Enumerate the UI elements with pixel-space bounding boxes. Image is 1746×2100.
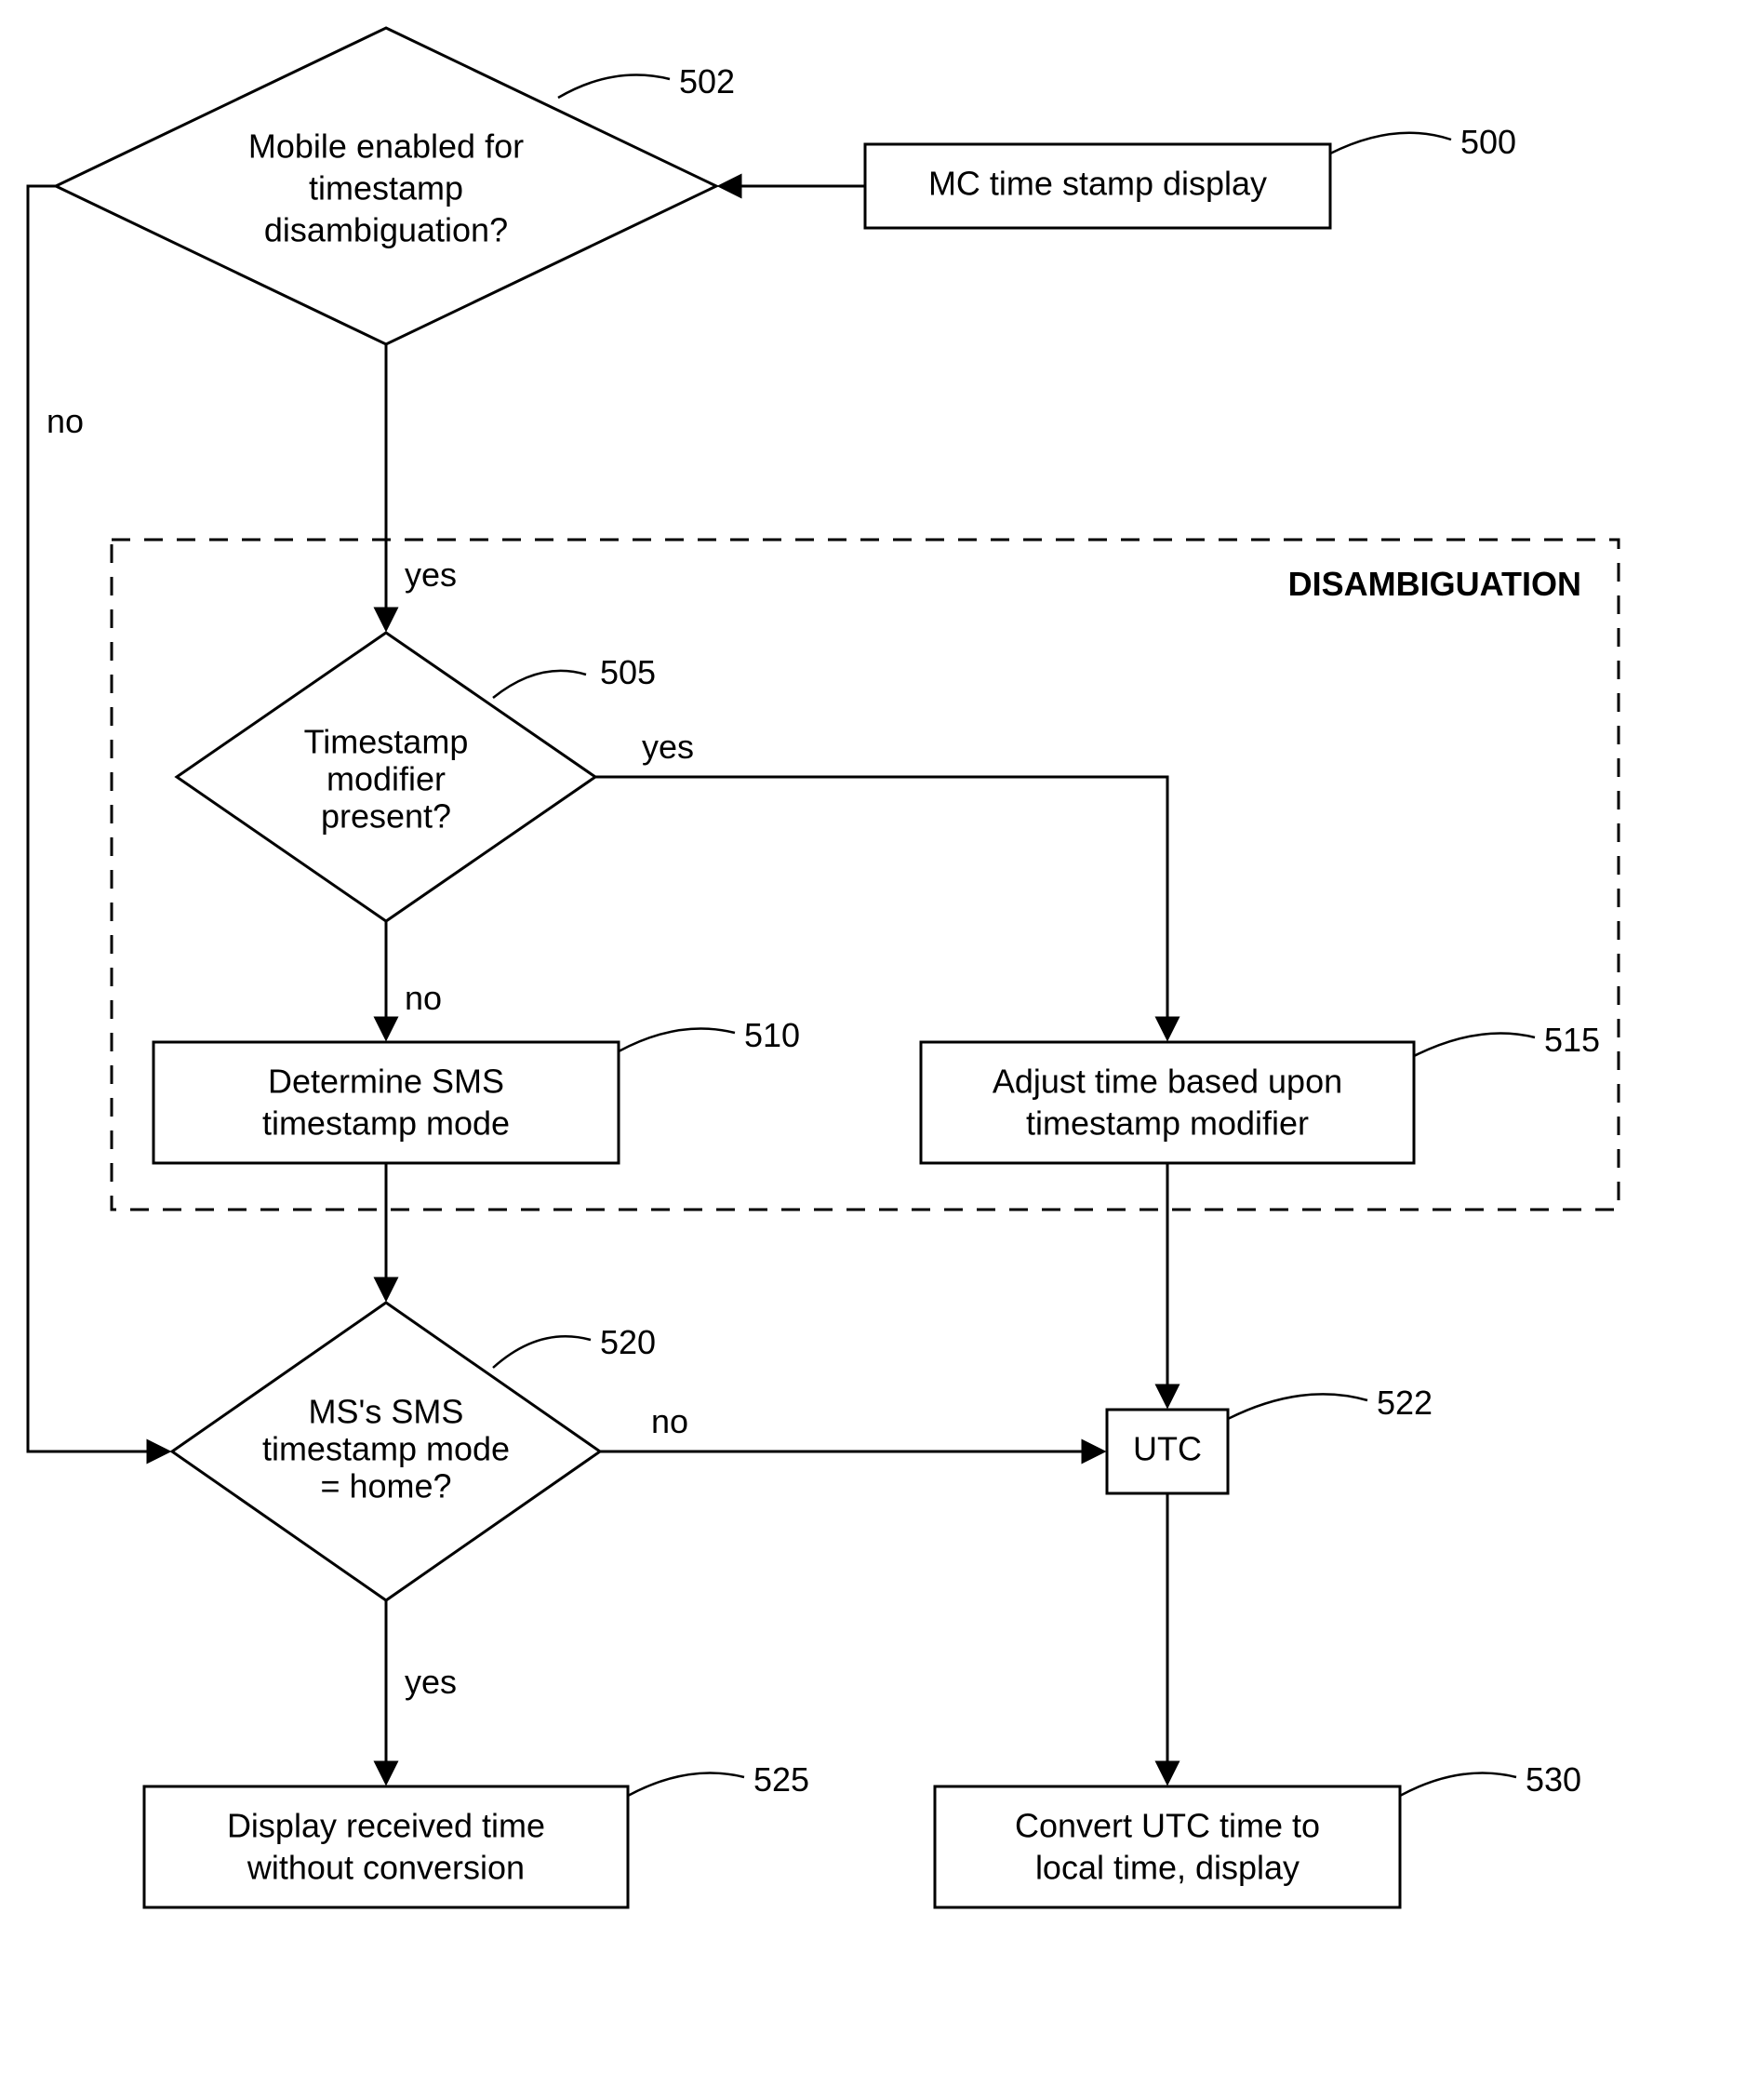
node-530-label-l1: Convert UTC time to [1015,1807,1320,1845]
group-label: DISAMBIGUATION [1288,565,1581,603]
node-530-ref: 530 [1526,1760,1581,1799]
node-522-ref: 522 [1377,1384,1433,1422]
edge-505-no-label: no [405,979,442,1017]
node-515-ref: 515 [1544,1021,1600,1059]
node-510-label-l1: Determine SMS [268,1063,504,1101]
node-520-label-l3: = home? [320,1467,451,1505]
edge-502-no [28,186,167,1451]
node-505-ref: 505 [600,653,656,691]
node-505-label-l1: Timestamp [304,723,469,761]
node-525-label-l1: Display received time [227,1807,545,1845]
node-530: Convert UTC time to local time, display … [935,1760,1581,1907]
node-525-label-l2: without conversion [247,1849,525,1887]
node-500-label: MC time stamp display [928,165,1267,203]
node-520-label-l2: timestamp mode [262,1430,510,1468]
node-510-ref: 510 [744,1016,800,1054]
node-525-ref: 525 [753,1760,809,1799]
node-505-label-l3: present? [321,797,451,836]
node-530-label-l2: local time, display [1035,1849,1300,1887]
node-515: Adjust time based upon timestamp modifie… [921,1021,1600,1163]
edge-502-yes-label: yes [405,555,457,594]
node-515-label-l1: Adjust time based upon [993,1063,1342,1101]
node-505-label-l2: modifier [327,760,446,798]
flowchart: DISAMBIGUATION MC time stamp display 500… [0,0,1746,2100]
node-520-label-l1: MS's SMS [309,1393,464,1431]
node-520-ref: 520 [600,1323,656,1361]
node-522: UTC 522 [1107,1384,1433,1493]
node-510: Determine SMS timestamp mode 510 [153,1016,800,1163]
node-515-label-l2: timestamp modifier [1026,1104,1309,1143]
node-502-label-l3: disambiguation? [264,211,508,249]
edge-505-yes-label: yes [642,728,694,766]
edge-520-yes-label: yes [405,1663,457,1701]
node-525: Display received time without conversion… [144,1760,809,1907]
node-500: MC time stamp display 500 [865,123,1516,228]
node-522-label: UTC [1133,1430,1202,1468]
edge-502-no-label: no [47,402,84,440]
edge-520-no-label: no [651,1402,688,1440]
edge-505-yes [595,777,1167,1037]
node-520: MS's SMS timestamp mode = home? 520 [172,1303,656,1600]
node-502-ref: 502 [679,62,735,100]
node-502-label-l1: Mobile enabled for [248,127,524,166]
node-505: Timestamp modifier present? 505 [177,633,656,921]
node-500-ref: 500 [1460,123,1516,161]
node-510-label-l2: timestamp mode [262,1104,510,1143]
node-502-label-l2: timestamp [309,169,463,207]
node-502: Mobile enabled for timestamp disambiguat… [56,28,735,344]
